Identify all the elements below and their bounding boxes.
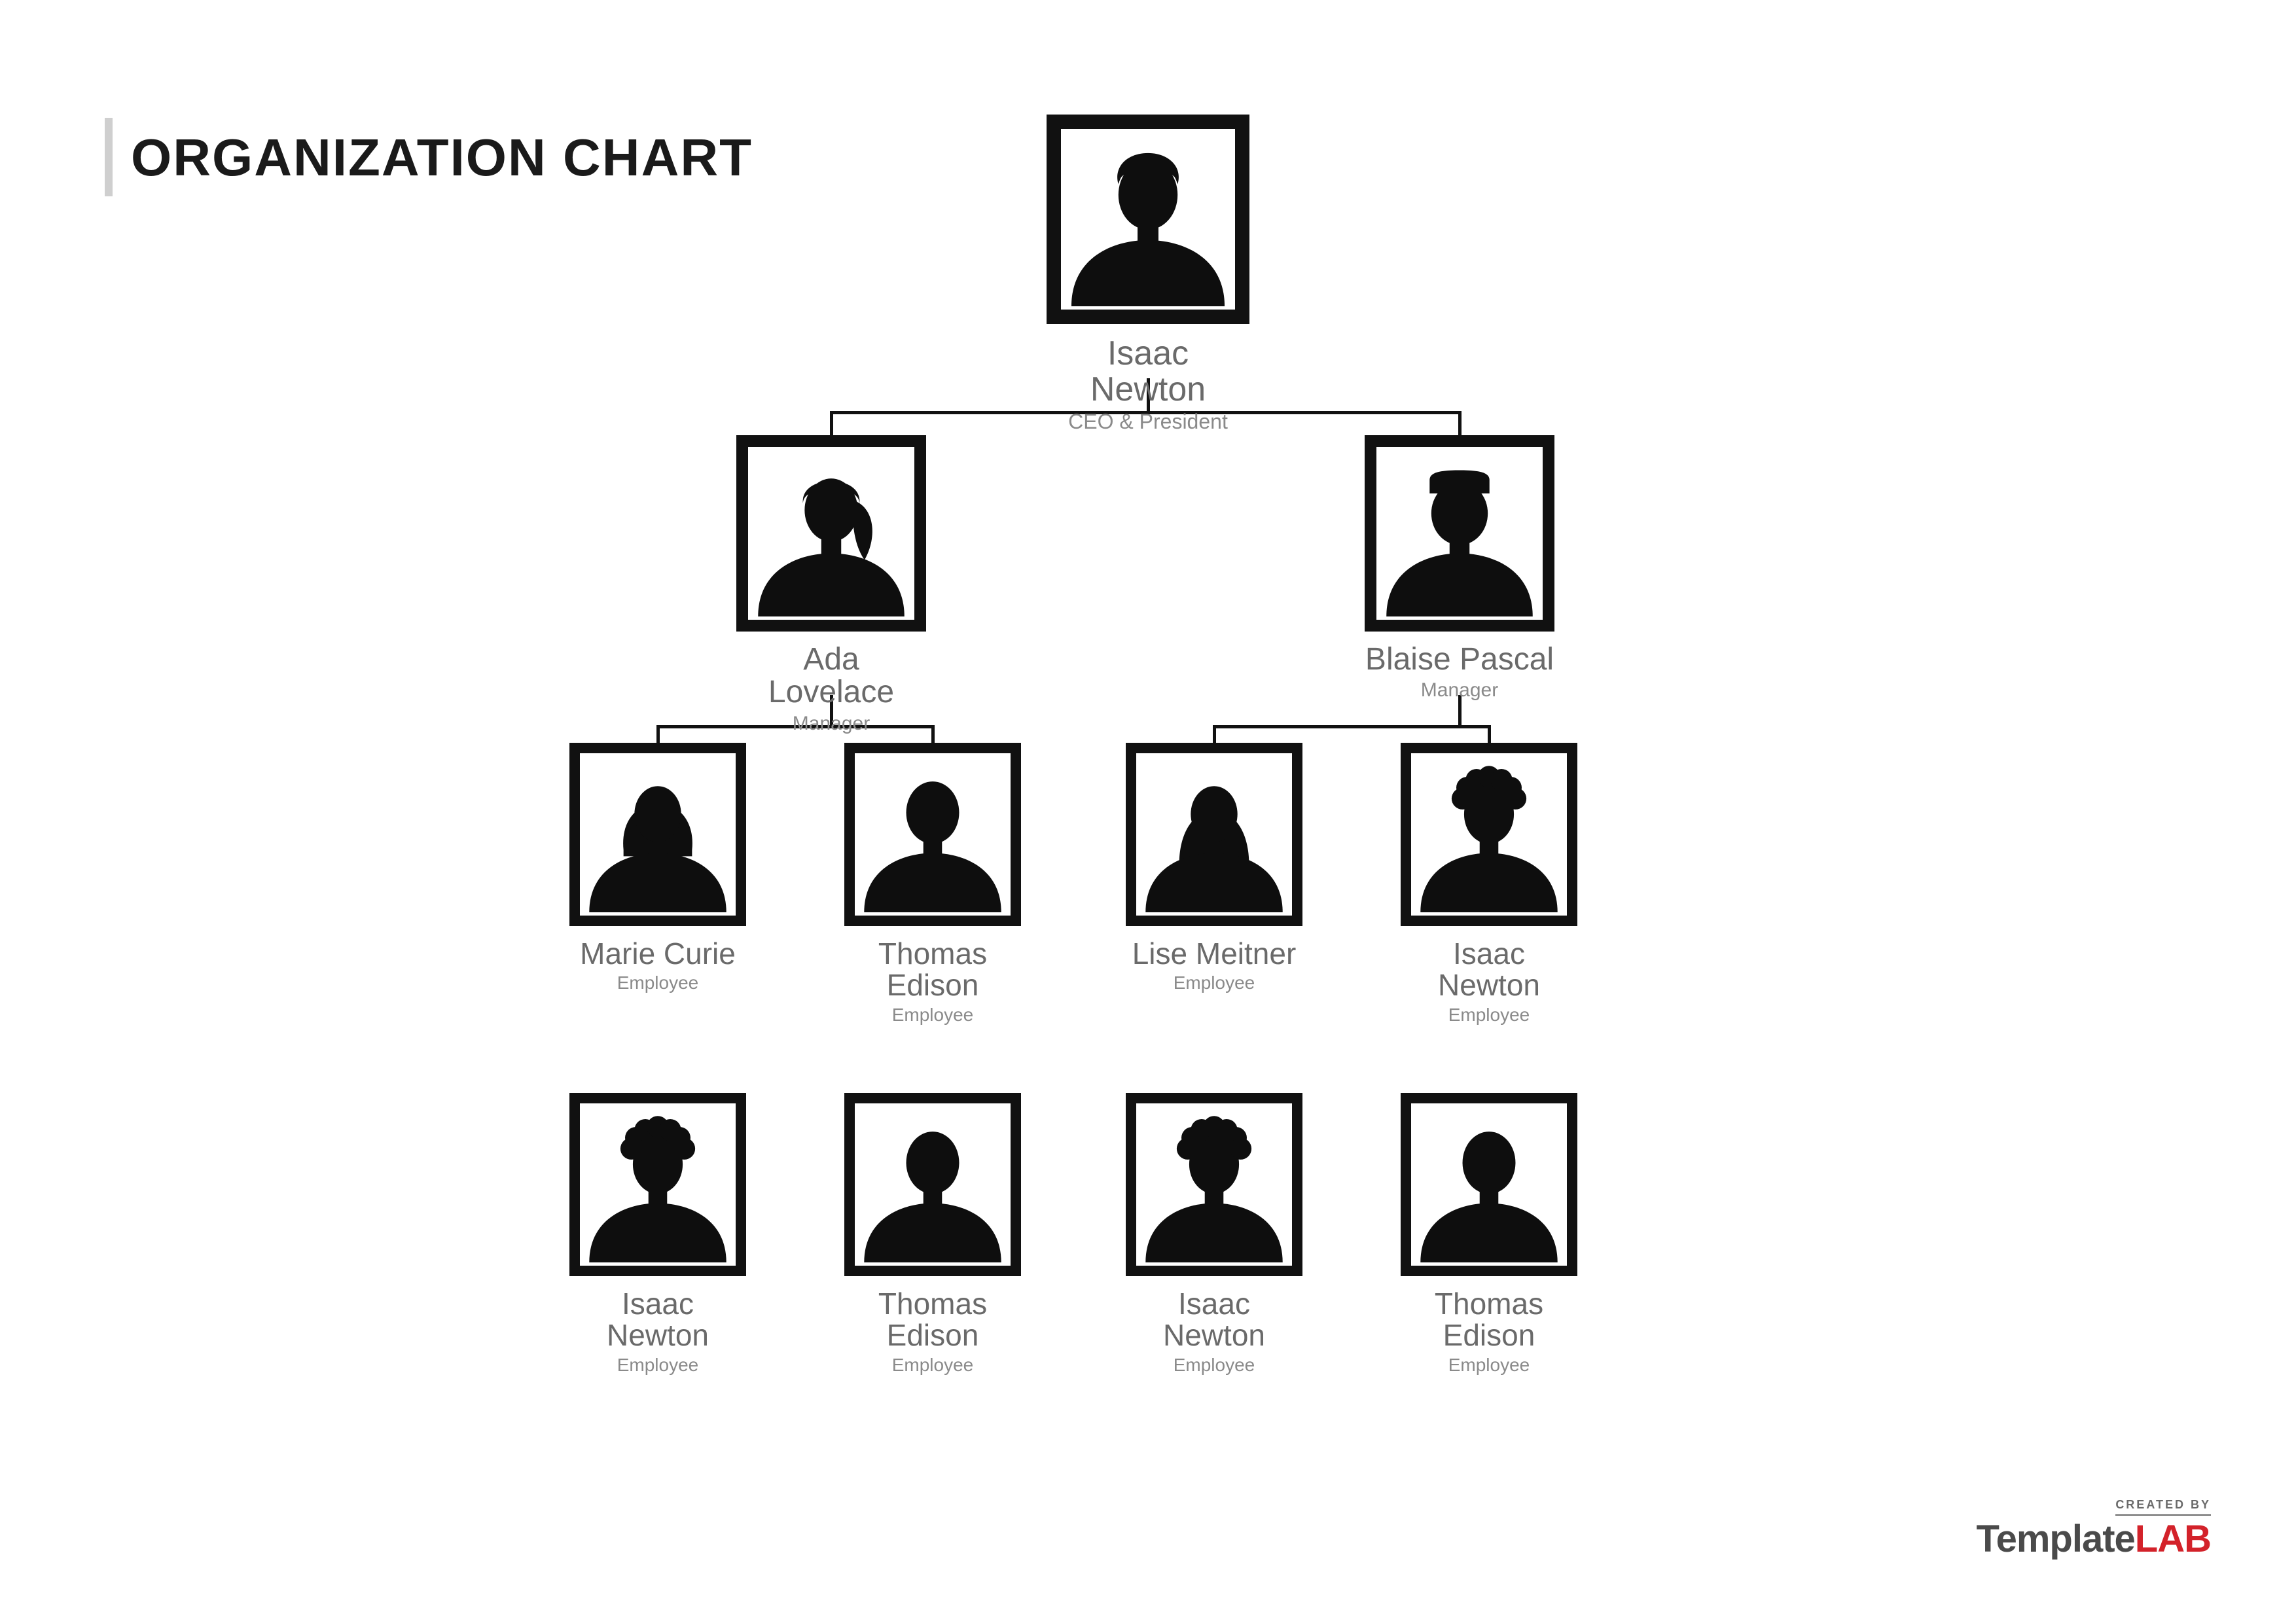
org-node-e6: Thomas Edison Employee (844, 1093, 1021, 1374)
connector-line (931, 726, 935, 743)
connector-line (1488, 726, 1491, 743)
person-name: Thomas Edison (844, 1288, 1021, 1351)
org-node-e7: Isaac Newton Employee (1126, 1093, 1302, 1374)
footer-brand-right: LAB (2135, 1518, 2211, 1560)
person-name: Isaac Newton (1401, 938, 1577, 1001)
org-node-mgr1: Ada Lovelace Manager (736, 435, 926, 734)
footer-created-by: CREATED BY (2115, 1498, 2211, 1516)
avatar-silhouette-icon (1126, 1093, 1302, 1276)
person-role: Manager (1365, 680, 1554, 701)
person-role: Manager (736, 713, 926, 734)
avatar-silhouette-icon (844, 743, 1021, 926)
avatar-silhouette-icon (736, 435, 926, 632)
connector-line (1458, 412, 1462, 435)
avatar-silhouette-icon (569, 743, 746, 926)
org-node-e5: Isaac Newton Employee (569, 1093, 746, 1374)
avatar-silhouette-icon (569, 1093, 746, 1276)
footer-brand-left: Template (1976, 1518, 2134, 1560)
person-role: Employee (1401, 1005, 1577, 1024)
org-node-e3: Lise Meitner Employee (1126, 743, 1302, 993)
person-name: Isaac Newton (1126, 1288, 1302, 1351)
title-accent-bar (105, 118, 113, 196)
person-name: Ada Lovelace (736, 643, 926, 709)
person-name: Lise Meitner (1126, 938, 1302, 969)
org-node-e1: Marie Curie Employee (569, 743, 746, 993)
org-node-e4: Isaac Newton Employee (1401, 743, 1577, 1024)
avatar-silhouette-icon (1126, 743, 1302, 926)
person-role: Employee (844, 1005, 1021, 1024)
person-name: Isaac Newton (569, 1288, 746, 1351)
connector-line (830, 412, 833, 435)
connector-line (1213, 725, 1491, 728)
person-role: Employee (1126, 973, 1302, 992)
org-node-ceo: Isaac Newton CEO & President (1047, 115, 1249, 433)
footer-brand: TemplateLAB (1976, 1518, 2211, 1560)
person-role: Employee (569, 973, 746, 992)
connector-line (656, 726, 660, 743)
person-role: CEO & President (1047, 411, 1249, 433)
org-node-e8: Thomas Edison Employee (1401, 1093, 1577, 1374)
person-name: Isaac Newton (1047, 336, 1249, 407)
person-role: Employee (569, 1355, 746, 1374)
person-role: Employee (1401, 1355, 1577, 1374)
person-role: Employee (1126, 1355, 1302, 1374)
org-node-mgr2: Blaise Pascal Manager (1365, 435, 1554, 701)
avatar-silhouette-icon (844, 1093, 1021, 1276)
person-role: Employee (844, 1355, 1021, 1374)
avatar-silhouette-icon (1365, 435, 1554, 632)
person-name: Thomas Edison (1401, 1288, 1577, 1351)
person-name: Blaise Pascal (1365, 643, 1554, 676)
connector-line (1213, 726, 1216, 743)
avatar-silhouette-icon (1401, 1093, 1577, 1276)
avatar-silhouette-icon (1401, 743, 1577, 926)
person-name: Marie Curie (569, 938, 746, 969)
person-name: Thomas Edison (844, 938, 1021, 1001)
avatar-silhouette-icon (1047, 115, 1249, 324)
org-node-e2: Thomas Edison Employee (844, 743, 1021, 1024)
footer-logo: CREATED BY TemplateLAB (1976, 1498, 2211, 1561)
page-title: ORGANIZATION CHART (131, 128, 753, 188)
